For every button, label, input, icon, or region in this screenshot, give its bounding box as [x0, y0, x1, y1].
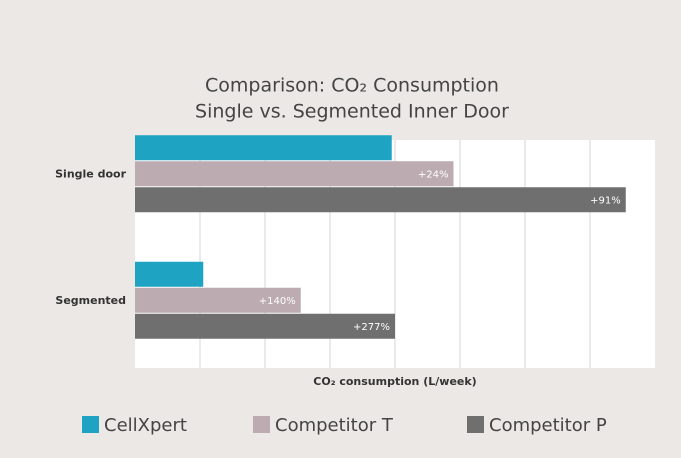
y-tick-label: Segmented — [55, 294, 126, 307]
legend-swatch — [82, 416, 99, 433]
bar-annotation: +91% — [590, 195, 621, 206]
legend-label: Competitor T — [275, 415, 394, 436]
legend-swatch — [467, 416, 484, 433]
y-tick-label: Single door — [55, 167, 126, 180]
legend-label: Competitor P — [489, 415, 607, 436]
bar — [135, 287, 301, 313]
chart-title: Comparison: CO₂ Consumption — [205, 75, 499, 97]
chart-title: Single vs. Segmented Inner Door — [195, 101, 509, 123]
bar — [135, 135, 392, 161]
bar — [135, 161, 454, 187]
legend-swatch — [253, 416, 270, 433]
bar-annotation: +277% — [353, 322, 390, 333]
legend-label: CellXpert — [104, 415, 187, 436]
x-axis-label: CO₂ consumption (L/week) — [313, 375, 476, 388]
bar-annotation: +24% — [418, 169, 449, 180]
bar-annotation: +140% — [259, 296, 296, 307]
bar — [135, 187, 626, 213]
bar — [135, 261, 204, 287]
bar — [135, 313, 395, 339]
